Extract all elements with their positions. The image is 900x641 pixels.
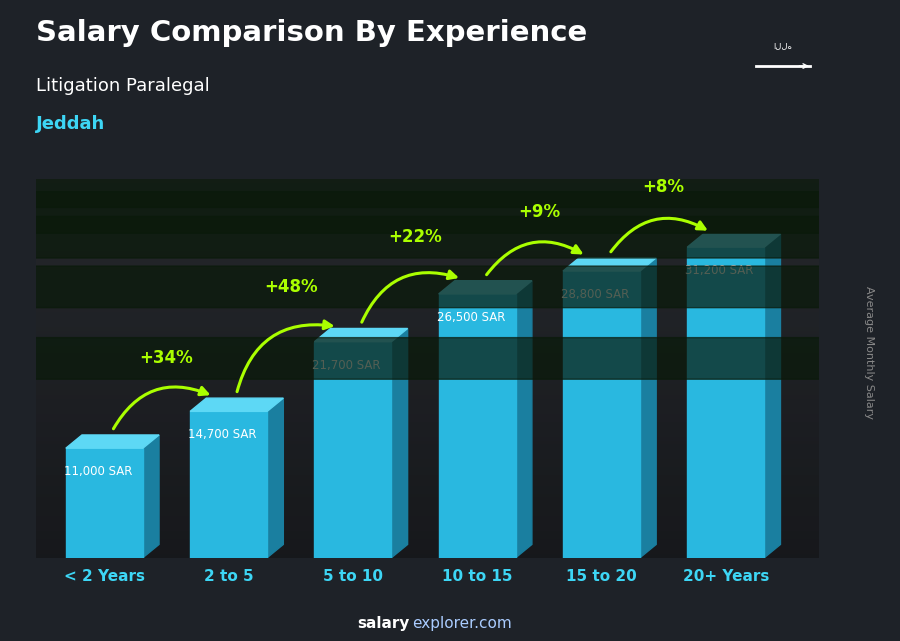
Text: explorer.com: explorer.com — [412, 617, 512, 631]
Text: +8%: +8% — [643, 178, 685, 196]
Text: 11,000 SAR: 11,000 SAR — [64, 465, 132, 478]
Circle shape — [0, 166, 900, 208]
Text: 28,800 SAR: 28,800 SAR — [562, 288, 629, 301]
FancyArrowPatch shape — [799, 64, 807, 68]
Polygon shape — [438, 281, 532, 294]
Polygon shape — [764, 234, 780, 558]
Polygon shape — [190, 398, 284, 412]
Polygon shape — [267, 398, 284, 558]
Circle shape — [0, 192, 900, 233]
Bar — [314, 342, 392, 558]
Polygon shape — [143, 435, 159, 558]
Text: +22%: +22% — [388, 228, 442, 246]
Text: +48%: +48% — [264, 278, 318, 296]
Text: الله: الله — [773, 41, 793, 51]
Text: 31,200 SAR: 31,200 SAR — [686, 264, 754, 277]
Text: Litigation Paralegal: Litigation Paralegal — [36, 77, 210, 95]
FancyArrowPatch shape — [362, 271, 456, 322]
Bar — [190, 412, 267, 558]
Polygon shape — [314, 328, 408, 342]
FancyArrowPatch shape — [237, 321, 331, 392]
Polygon shape — [66, 435, 159, 448]
Polygon shape — [516, 281, 532, 558]
Text: 26,500 SAR: 26,500 SAR — [436, 311, 505, 324]
FancyArrowPatch shape — [113, 387, 208, 429]
Bar — [688, 247, 764, 558]
Text: salary: salary — [357, 617, 410, 631]
Bar — [438, 294, 516, 558]
Circle shape — [0, 338, 900, 379]
Circle shape — [0, 217, 900, 258]
Text: Average Monthly Salary: Average Monthly Salary — [863, 286, 874, 419]
Text: Salary Comparison By Experience: Salary Comparison By Experience — [36, 19, 587, 47]
Polygon shape — [688, 234, 780, 247]
Polygon shape — [392, 328, 408, 558]
Polygon shape — [563, 258, 656, 271]
FancyArrowPatch shape — [611, 219, 705, 252]
Text: 14,700 SAR: 14,700 SAR — [188, 428, 256, 442]
Circle shape — [0, 266, 900, 308]
Text: Jeddah: Jeddah — [36, 115, 105, 133]
Text: 21,700 SAR: 21,700 SAR — [312, 359, 381, 372]
FancyArrowPatch shape — [487, 242, 580, 275]
Polygon shape — [640, 258, 656, 558]
Text: +9%: +9% — [518, 203, 561, 221]
Bar — [66, 448, 143, 558]
Bar — [563, 271, 640, 558]
Text: +34%: +34% — [140, 349, 194, 367]
